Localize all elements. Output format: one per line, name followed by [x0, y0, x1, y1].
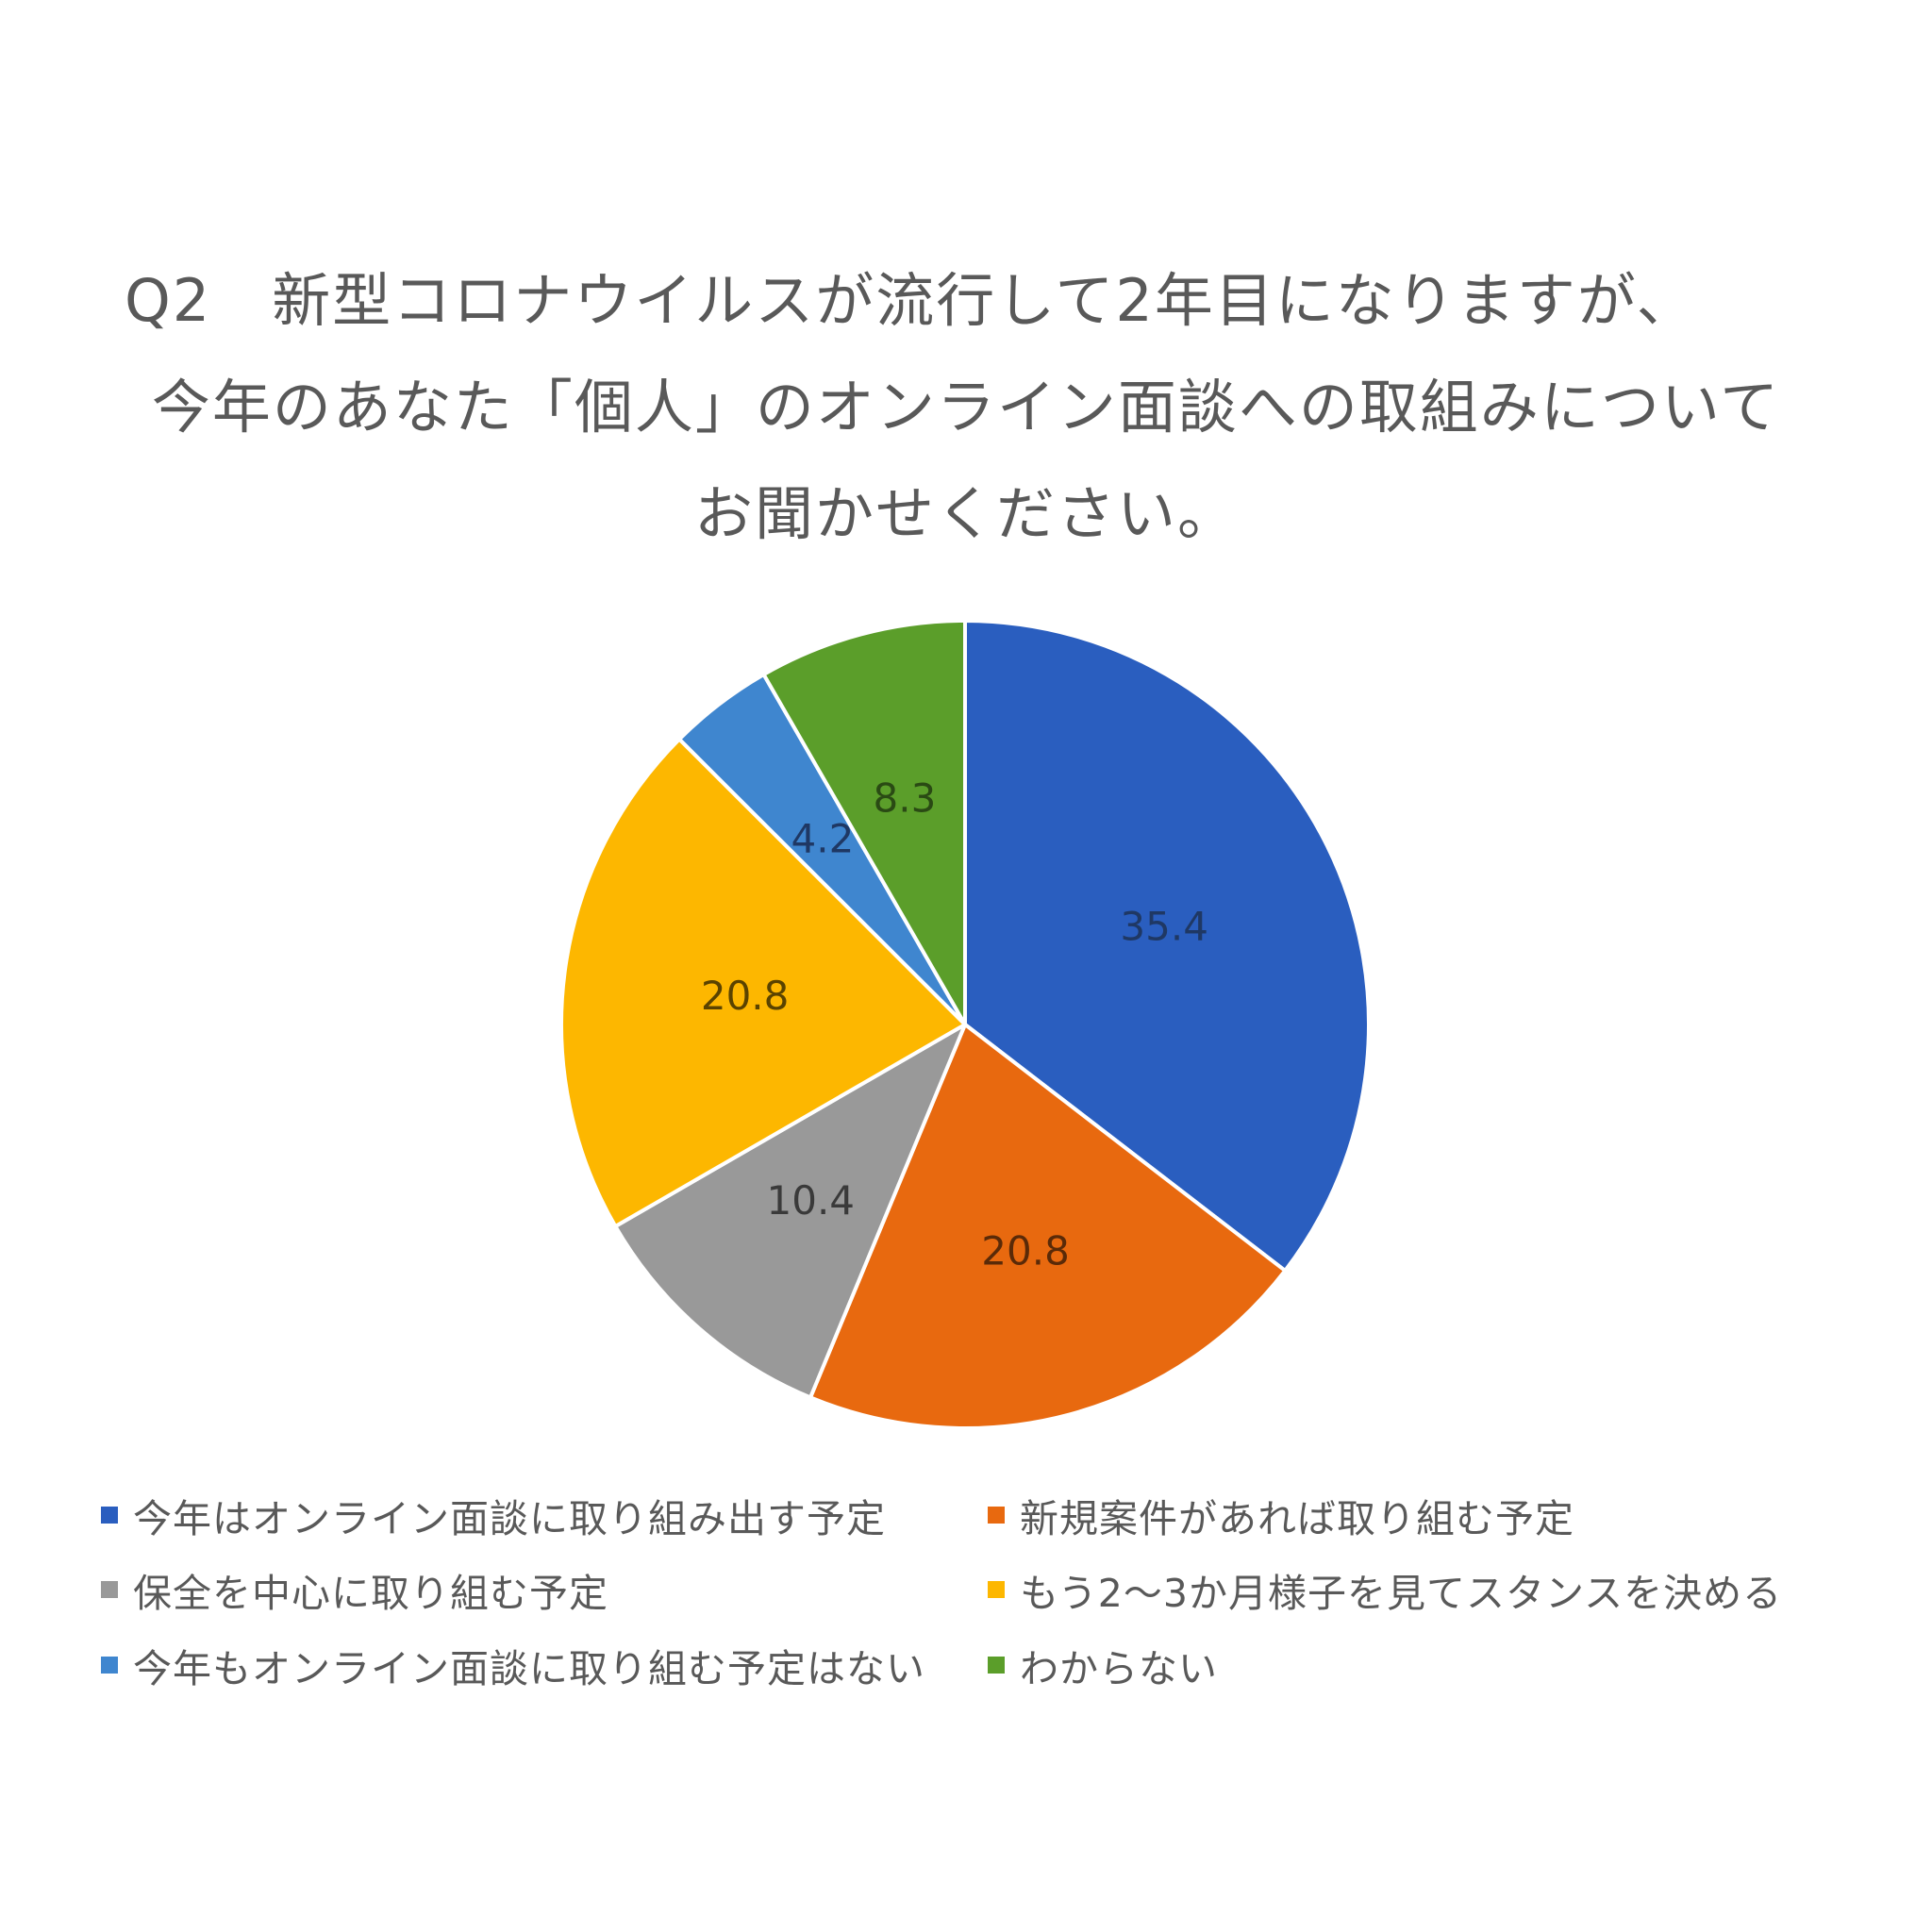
legend-label: 新規案件があれば取り組む予定	[1020, 1496, 1574, 1541]
pie-slice-3[interactable]	[559, 737, 967, 1228]
legend-label: もう2〜3か月様子を見てスタンスを決める	[1020, 1571, 1783, 1616]
legend-label: わからない	[1020, 1646, 1218, 1691]
pie-slice-2[interactable]	[613, 1023, 967, 1400]
data-label-3: 20.8	[701, 973, 790, 1019]
data-label-1: 20.8	[981, 1227, 1070, 1274]
legend-item-0[interactable]: 今年はオンライン面談に取り組み出す予定	[101, 1487, 886, 1543]
data-label-4: 4.2	[791, 815, 855, 861]
legend-label: 保全を中心に取り組む予定	[133, 1571, 608, 1616]
data-label-2: 10.4	[767, 1177, 856, 1224]
data-label-0: 35.4	[1120, 904, 1208, 950]
legend-item-4[interactable]: 今年もオンライン面談に取り組む予定はない	[101, 1637, 925, 1693]
data-label-5: 8.3	[874, 775, 937, 822]
legend-swatch-icon	[101, 1581, 118, 1598]
chart-title-line-2: 今年のあなた「個人」のオンライン面談への取組みについて	[151, 373, 1781, 441]
legend-swatch-icon	[101, 1657, 118, 1674]
legend-label: 今年はオンライン面談に取り組み出す予定	[133, 1496, 886, 1541]
pie-slice-5[interactable]	[761, 619, 967, 1026]
chart-title: Q2 新型コロナウイルスが流行して2年目になりますが、 今年のあなた「個人」のオ…	[0, 247, 1932, 567]
legend-item-5[interactable]: わからない	[988, 1637, 1218, 1693]
legend-item-1[interactable]: 新規案件があれば取り組む予定	[988, 1487, 1574, 1543]
pie-slice-0[interactable]	[963, 619, 1371, 1273]
legend-item-3[interactable]: もう2〜3か月様子を見てスタンスを決める	[988, 1561, 1782, 1618]
legend-item-2[interactable]: 保全を中心に取り組む予定	[101, 1561, 608, 1618]
chart-title-line-1: Q2 新型コロナウイルスが流行して2年目になりますが、	[125, 266, 1697, 335]
legend-swatch-icon	[988, 1581, 1005, 1598]
pie-slice-1[interactable]	[808, 1023, 1288, 1431]
chart-title-line-3: お聞かせください。	[693, 479, 1238, 548]
legend-swatch-icon	[988, 1507, 1005, 1524]
legend-swatch-icon	[101, 1507, 118, 1524]
legend-label: 今年もオンライン面談に取り組む予定はない	[133, 1646, 925, 1691]
legend-swatch-icon	[988, 1657, 1005, 1674]
